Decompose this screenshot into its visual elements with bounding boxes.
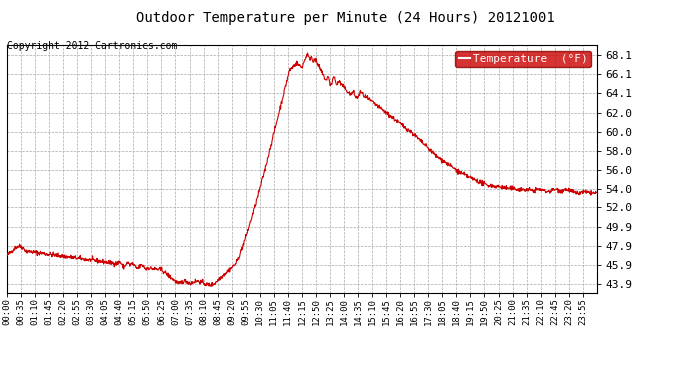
- Text: Outdoor Temperature per Minute (24 Hours) 20121001: Outdoor Temperature per Minute (24 Hours…: [136, 11, 554, 25]
- Legend: Temperature  (°F): Temperature (°F): [455, 51, 591, 67]
- Text: Copyright 2012 Cartronics.com: Copyright 2012 Cartronics.com: [7, 41, 177, 51]
